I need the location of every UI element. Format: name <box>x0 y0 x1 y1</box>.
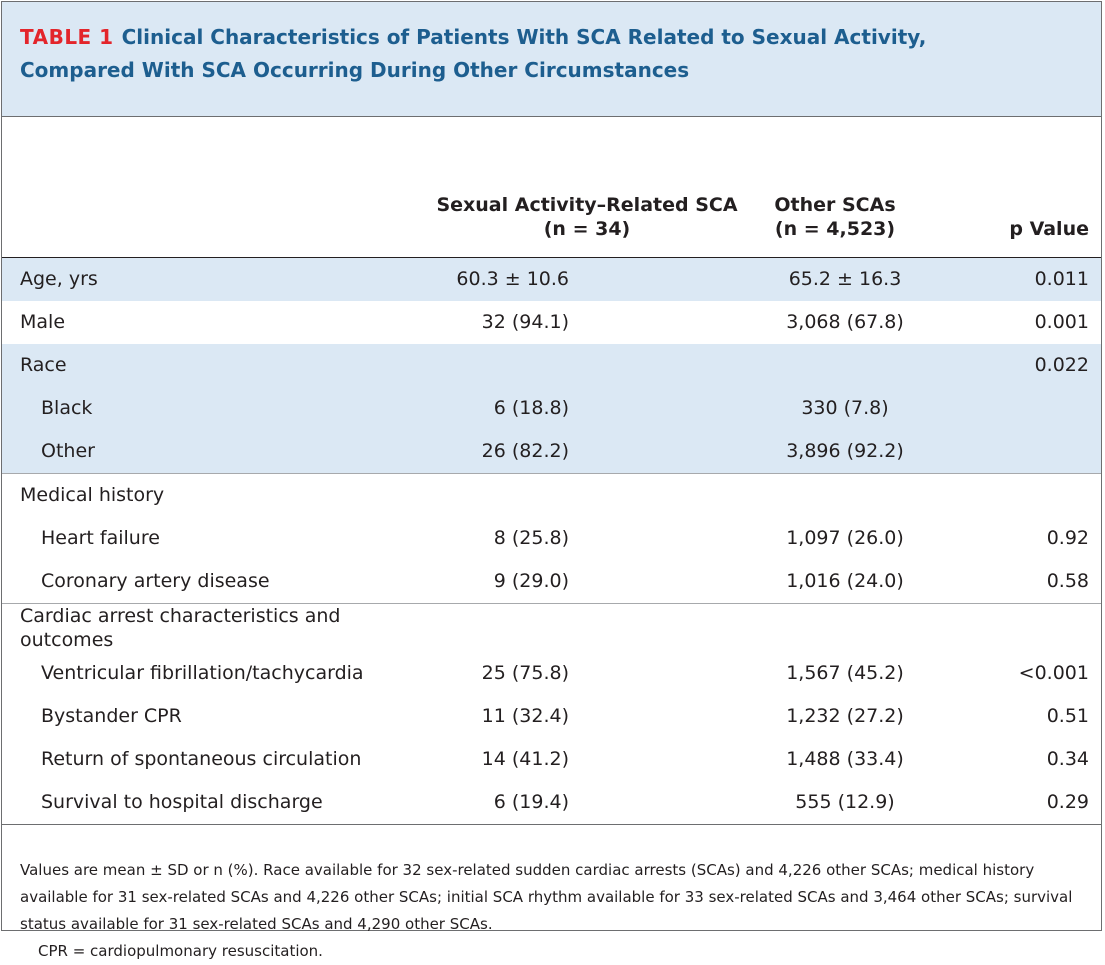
cell-sexual-activity-sca: 8 (25.8) <box>493 527 569 549</box>
row-label: Return of spontaneous circulation <box>41 748 362 770</box>
table-label: TABLE 1 <box>20 25 114 49</box>
cell-p-value <box>933 472 1101 517</box>
cell-sexual-activity-sca <box>417 472 737 517</box>
footnote-text: Values are mean ± SD or n (%). Race avai… <box>20 860 1073 933</box>
table-row: Medical history <box>2 472 1101 517</box>
cell-sexual-activity-sca: 11 (32.4) <box>481 705 569 727</box>
column-header-sex-line-2: (n = 34) <box>543 217 631 240</box>
table-row: Coronary artery disease 9 (29.0) 1,016 (24… <box>2 560 1101 604</box>
row-label: Race <box>2 343 417 387</box>
cell-other-scas <box>737 602 933 652</box>
cell-sexual-activity-sca: 6 (18.8) <box>417 386 737 430</box>
row-label: Heart failure <box>41 527 160 549</box>
cell-sexual-activity-sca: 9 (29.0) <box>493 570 569 592</box>
cell-other-scas: 1,016 (24.0) <box>786 570 904 592</box>
cell-p-value: 0.011 <box>933 257 1101 301</box>
table-footnote: Values are mean ± SD or n (%). Race avai… <box>2 825 1101 965</box>
row-label: Ventricular fibrillation/tachycardia <box>41 662 364 684</box>
cell-other-scas: 1,232 (27.2) <box>786 705 904 727</box>
table-row: Survival to hospital discharge 6 (19.4) 55… <box>2 780 1101 825</box>
row-label: Survival to hospital discharge <box>2 780 417 825</box>
cell-other-scas: 65.2 ± 16.3 <box>737 257 933 301</box>
cell-p-value: 0.001 <box>1034 311 1089 333</box>
table-row: Age, yrs 60.3 ± 10.6 65.2 ± 16.3 0.011 <box>2 257 1101 301</box>
cell-other-scas: 1,567 (45.2) <box>786 662 904 684</box>
cell-sexual-activity-sca <box>417 343 737 387</box>
cell-other-scas <box>737 343 933 387</box>
row-label: Other <box>2 429 417 473</box>
cell-p-value: 0.022 <box>933 343 1101 387</box>
column-header-label <box>2 117 417 257</box>
cell-p-value: 0.29 <box>933 780 1101 825</box>
cell-p-value: 0.51 <box>1046 705 1089 727</box>
data-table: Sexual Activity–Related SCA (n = 34) Oth… <box>2 117 1101 825</box>
cell-p-value: 0.58 <box>1046 570 1089 592</box>
row-label: Coronary artery disease <box>41 570 270 592</box>
table-row: Cardiac arrest characteristics and outco… <box>2 602 1101 652</box>
cell-sexual-activity-sca: 14 (41.2) <box>481 748 569 770</box>
column-header-other-line-2: (n = 4,523) <box>774 217 896 240</box>
cell-sexual-activity-sca: 6 (19.4) <box>417 780 737 825</box>
column-header-p-value: p Value <box>1009 217 1089 240</box>
cell-p-value <box>933 602 1101 652</box>
table-row: Other 26 (82.2) 3,896 (92.2) <box>2 429 1101 473</box>
cell-p-value <box>933 386 1101 430</box>
cell-sexual-activity-sca: 32 (94.1) <box>481 311 569 333</box>
table-row: Bystander CPR 11 (32.4) 1,232 (27.2) 0.51 <box>2 695 1101 738</box>
cell-other-scas: 1,097 (26.0) <box>786 527 904 549</box>
table-row: Return of spontaneous circulation 14 (41.… <box>2 738 1101 781</box>
table-body: Age, yrs 60.3 ± 10.6 65.2 ± 16.3 0.011 Male 3… <box>2 257 1101 825</box>
cell-other-scas: 3,068 (67.8) <box>786 311 904 333</box>
column-header-sex-line-1: Sexual Activity–Related SCA <box>436 193 738 216</box>
column-header-sexual-activity: Sexual Activity–Related SCA (n = 34) <box>417 117 737 257</box>
abbreviation-note: CPR = cardiopulmonary resuscitation. <box>38 941 323 960</box>
table-title: TABLE 1 Clinical Characteristics of Patie… <box>20 21 1083 87</box>
cell-other-scas: 3,896 (92.2) <box>737 429 933 473</box>
table-title-line-2: Compared With SCA Occurring During Other… <box>20 58 690 82</box>
row-label: Bystander CPR <box>41 705 182 727</box>
table-row: Race 0.022 <box>2 343 1101 387</box>
row-label: Age, yrs <box>2 257 417 301</box>
table-row: Male 32 (94.1) 3,068 (67.8) 0.001 <box>2 301 1101 344</box>
cell-other-scas: 555 (12.9) <box>737 780 933 825</box>
cell-p-value: 0.34 <box>1046 748 1089 770</box>
cell-sexual-activity-sca: 60.3 ± 10.6 <box>417 257 737 301</box>
cell-p-value: 0.92 <box>1046 527 1089 549</box>
column-header-other-line-1: Other SCAs <box>774 193 896 216</box>
cell-sexual-activity-sca <box>417 602 737 652</box>
table-row: Heart failure 8 (25.8) 1,097 (26.0) 0.92 <box>2 517 1101 560</box>
table-row: Black 6 (18.8) 330 (7.8) <box>2 386 1101 430</box>
row-label: Cardiac arrest characteristics and outco… <box>2 602 417 652</box>
cell-other-scas: 330 (7.8) <box>737 386 933 430</box>
table-title-line-1: Clinical Characteristics of Patients Wit… <box>121 25 927 49</box>
table-row: Ventricular fibrillation/tachycardia 25 (… <box>2 652 1101 695</box>
table-header: TABLE 1 Clinical Characteristics of Patie… <box>2 2 1101 117</box>
cell-sexual-activity-sca: 25 (75.8) <box>481 662 569 684</box>
column-header-other-scas: Other SCAs (n = 4,523) <box>737 117 933 257</box>
row-label: Medical history <box>2 472 417 517</box>
cell-other-scas: 1,488 (33.4) <box>786 748 904 770</box>
cell-p-value <box>933 429 1101 473</box>
cell-p-value: <0.001 <box>1018 662 1089 684</box>
cell-other-scas <box>737 472 933 517</box>
column-header-row: Sexual Activity–Related SCA (n = 34) Oth… <box>2 117 1101 257</box>
row-label: Black <box>2 386 417 430</box>
row-label: Male <box>20 311 66 333</box>
cell-sexual-activity-sca: 26 (82.2) <box>417 429 737 473</box>
